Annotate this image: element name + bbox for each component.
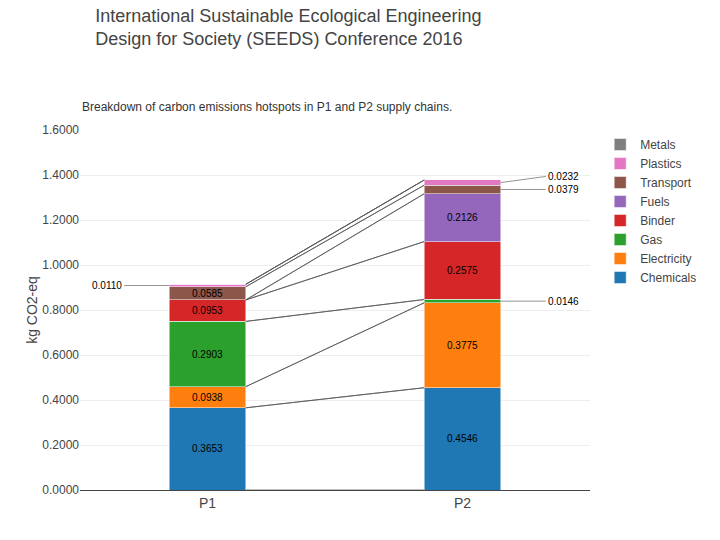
svg-text:Transport: Transport (640, 176, 692, 190)
svg-text:0.2575: 0.2575 (447, 265, 478, 276)
svg-text:0.0938: 0.0938 (192, 392, 223, 403)
svg-text:kg CO2-eq: kg CO2-eq (24, 276, 40, 344)
svg-text:Metals: Metals (640, 138, 675, 152)
svg-text:Breakdown of carbon emissions: Breakdown of carbon emissions hotspots i… (82, 100, 452, 114)
svg-text:0.3653: 0.3653 (192, 443, 223, 454)
svg-text:0.3775: 0.3775 (447, 340, 478, 351)
svg-text:0.8000: 0.8000 (42, 303, 79, 317)
svg-text:0.2903: 0.2903 (192, 349, 223, 360)
svg-text:Plastics: Plastics (640, 157, 681, 171)
svg-text:0.4546: 0.4546 (447, 433, 478, 444)
svg-text:0.0379: 0.0379 (548, 184, 579, 195)
svg-text:0.2126: 0.2126 (447, 212, 478, 223)
svg-text:1.2000: 1.2000 (42, 213, 79, 227)
svg-text:Electricity: Electricity (640, 252, 691, 266)
svg-text:P1: P1 (199, 495, 216, 511)
svg-text:0.0110: 0.0110 (92, 280, 122, 291)
svg-text:1.6000: 1.6000 (42, 123, 79, 137)
svg-text:0.4000: 0.4000 (42, 393, 79, 407)
svg-text:International Sustainable Ecol: International Sustainable Ecological Eng… (95, 6, 481, 49)
svg-text:0.0232: 0.0232 (548, 171, 579, 182)
svg-text:Binder: Binder (640, 214, 675, 228)
svg-text:0.6000: 0.6000 (42, 348, 79, 362)
svg-text:P2: P2 (454, 495, 471, 511)
svg-text:0.0585: 0.0585 (192, 288, 223, 299)
svg-text:0.0953: 0.0953 (192, 305, 223, 316)
svg-text:0.2000: 0.2000 (42, 438, 79, 452)
svg-text:1.4000: 1.4000 (42, 168, 79, 182)
svg-text:0.0146: 0.0146 (548, 296, 579, 307)
svg-text:1.0000: 1.0000 (42, 258, 79, 272)
svg-text:0.0000: 0.0000 (42, 483, 79, 497)
svg-text:Gas: Gas (640, 233, 662, 247)
svg-text:Fuels: Fuels (640, 195, 669, 209)
svg-text:Chemicals: Chemicals (640, 271, 696, 285)
